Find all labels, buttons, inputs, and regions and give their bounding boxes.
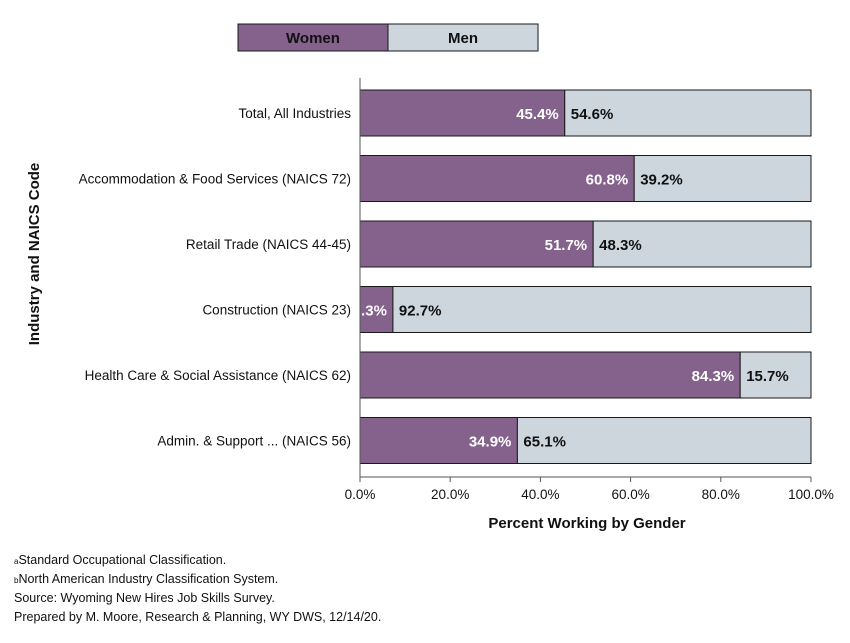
data-label-women: 34.9%	[469, 434, 512, 451]
chart-legend: Women Men	[237, 23, 539, 52]
x-tick-label: 0.0%	[345, 487, 376, 502]
category-labels-group: Total, All Industries Accommodation & Foo…	[79, 106, 352, 449]
bar-men	[739, 351, 812, 399]
footnote-naics: bNorth American Industry Classification …	[14, 572, 279, 586]
data-label-women: 7.3%	[353, 303, 387, 320]
data-label-men: 48.3%	[599, 237, 642, 254]
category-label: Accommodation & Food Services (NAICS 72)	[79, 172, 351, 187]
bar-men	[392, 286, 812, 333]
data-label-women: 45.4%	[516, 106, 559, 123]
bar-women	[359, 351, 741, 399]
category-label: Admin. & Support ... (NAICS 56)	[157, 434, 351, 449]
legend-label-women: Women	[286, 30, 340, 47]
bar-men	[564, 89, 812, 137]
data-label-men: 39.2%	[640, 172, 683, 189]
x-tick-label: 100.0%	[788, 487, 834, 502]
y-axis-title: Industry and NAICS Code	[26, 163, 43, 346]
category-label: Construction (NAICS 23)	[202, 303, 351, 318]
data-label-women: 60.8%	[586, 172, 629, 189]
data-label-men: 65.1%	[523, 434, 566, 451]
category-label: Total, All Industries	[238, 106, 351, 121]
category-label: Retail Trade (NAICS 44-45)	[186, 237, 351, 252]
data-label-men: 54.6%	[571, 106, 614, 123]
bar-women	[359, 220, 594, 268]
x-tick-label: 80.0%	[702, 487, 740, 502]
bar-men	[633, 155, 812, 202]
bar-men	[592, 220, 812, 268]
legend-swatch-men	[387, 23, 539, 52]
bar-women	[359, 155, 635, 202]
value-labels-group: 45.4% 54.6% 60.8% 39.2% 51.7% 48.3% 7.3% 92.7% 8…	[353, 106, 789, 451]
footnote-soc: aStandard Occupational Classification.	[14, 553, 227, 567]
x-axis-title: Percent Working by Gender	[488, 515, 685, 532]
data-label-men: 92.7%	[399, 303, 442, 320]
legend-swatch-women	[237, 23, 389, 52]
legend-label-men: Men	[448, 30, 478, 47]
data-label-women: 84.3%	[692, 368, 735, 385]
category-label: Health Care & Social Assistance (NAICS 6…	[85, 368, 351, 383]
footnotes: aStandard Occupational Classification. b…	[14, 551, 381, 627]
data-label-women: 51.7%	[545, 237, 588, 254]
footnote-source: Source: Wyoming New Hires Job Skills Sur…	[14, 591, 275, 605]
x-tick-label: 60.0%	[611, 487, 649, 502]
x-axis: 0.0% 20.0% 40.0% 60.0% 80.0% 100.0%	[345, 78, 834, 502]
bars-group	[359, 89, 812, 464]
x-tick-label: 40.0%	[521, 487, 559, 502]
x-tick-label: 20.0%	[431, 487, 469, 502]
bar-women	[359, 89, 566, 137]
bar-men	[516, 417, 812, 464]
footnote-prepared: Prepared by M. Moore, Research & Plannin…	[14, 610, 382, 624]
data-label-men: 15.7%	[746, 368, 789, 385]
